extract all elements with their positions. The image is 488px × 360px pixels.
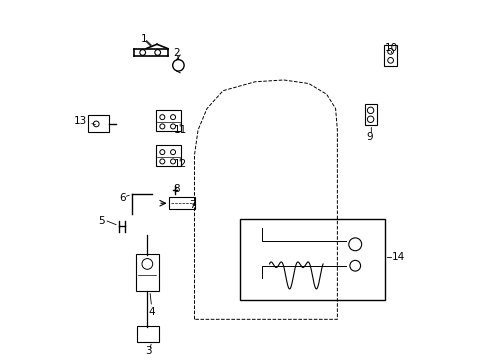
Text: 12: 12 bbox=[173, 159, 186, 169]
Text: 11: 11 bbox=[173, 125, 186, 135]
Text: 2: 2 bbox=[173, 48, 180, 58]
Text: 3: 3 bbox=[144, 346, 151, 356]
Text: 6: 6 bbox=[120, 193, 126, 203]
Text: 8: 8 bbox=[173, 184, 180, 194]
Text: 4: 4 bbox=[148, 307, 155, 317]
Text: 14: 14 bbox=[391, 252, 404, 262]
Text: 7: 7 bbox=[189, 200, 196, 210]
Text: 10: 10 bbox=[384, 43, 397, 53]
Text: 1: 1 bbox=[141, 34, 147, 44]
Text: 5: 5 bbox=[98, 216, 105, 226]
Text: 9: 9 bbox=[366, 132, 372, 142]
Text: 13: 13 bbox=[73, 116, 87, 126]
